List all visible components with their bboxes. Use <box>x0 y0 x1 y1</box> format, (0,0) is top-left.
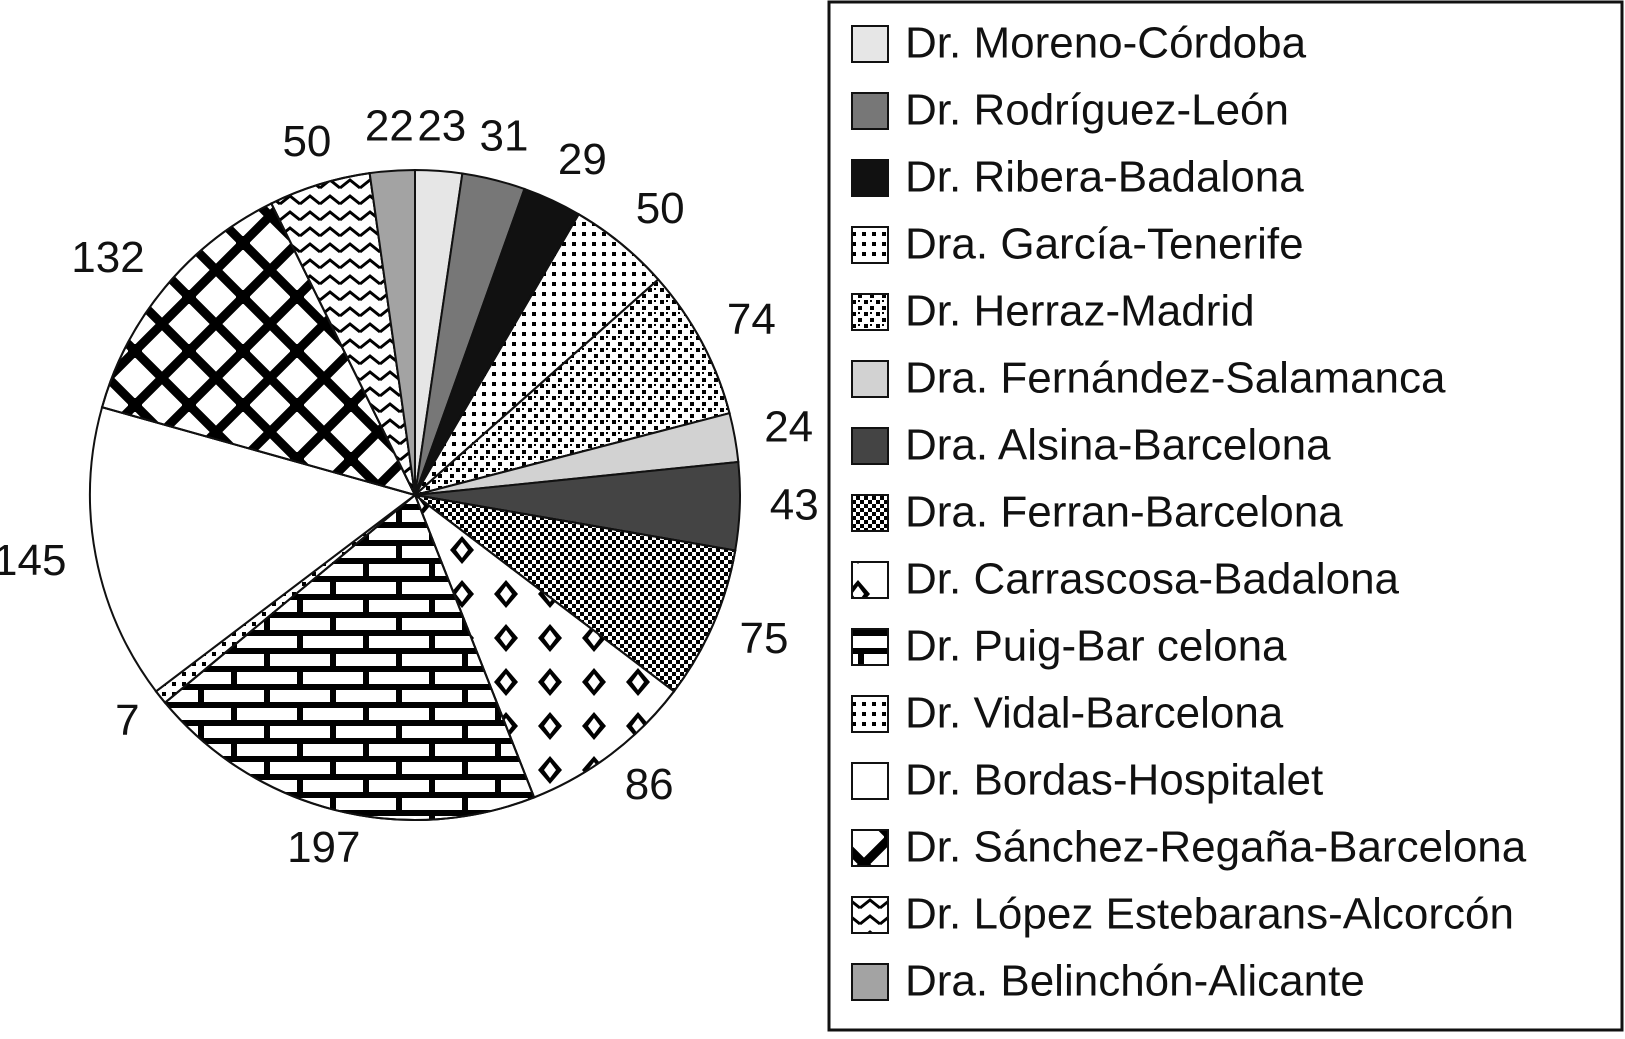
legend-swatch <box>851 762 889 800</box>
legend-swatch-pattern <box>851 695 889 733</box>
value-label: 145 <box>0 536 66 585</box>
legend-label: Dr. Puig-Bar celona <box>905 622 1287 671</box>
value-label: 23 <box>417 102 466 151</box>
legend-swatch-pattern <box>851 293 889 331</box>
legend-swatch-pattern <box>851 896 889 934</box>
value-label: 31 <box>479 112 528 161</box>
legend-label: Dr. Bordas-Hospitalet <box>905 756 1323 805</box>
legend-swatch <box>851 963 889 1001</box>
value-label: 74 <box>727 295 776 344</box>
legend-swatch <box>851 427 889 465</box>
legend-swatch-pattern <box>851 226 889 264</box>
legend: Dr. Moreno-Córdoba Dr. Rodríguez-León Dr. … <box>851 19 1527 1006</box>
legend-box <box>827 0 1624 1032</box>
pie: 23 31 29 50 74 24 43 75 86 197 7 145 132 50 22 <box>0 102 819 873</box>
value-label: 50 <box>282 117 331 166</box>
legend-swatch-pattern <box>851 561 889 599</box>
legend-label: Dra. Belinchón-Alicante <box>905 957 1365 1006</box>
value-label: 132 <box>71 233 144 282</box>
value-label: 24 <box>764 403 813 452</box>
slice-pattern <box>163 493 536 821</box>
legend-label: Dr. López Estebarans-Alcorcón <box>905 890 1514 939</box>
legend-swatch <box>851 92 889 130</box>
slice <box>368 168 416 496</box>
value-label: 22 <box>365 102 414 151</box>
slice-pattern <box>414 278 731 496</box>
slice-pattern <box>412 492 676 799</box>
legend-swatch <box>851 159 889 197</box>
legend-label: Dr. Ribera-Badalona <box>905 153 1304 202</box>
legend-label: Dra. García-Tenerife <box>905 220 1304 269</box>
legend-label: Dra. Ferran-Barcelona <box>905 488 1343 537</box>
slice-pattern <box>100 202 417 497</box>
legend-swatch-pattern <box>851 628 889 666</box>
legend-label: Dra. Fernández-Salamanca <box>905 354 1446 403</box>
value-label: 29 <box>558 135 607 184</box>
value-label: 197 <box>287 823 360 872</box>
value-label: 50 <box>636 184 685 233</box>
value-label: 43 <box>770 480 819 529</box>
legend-label: Dr. Sánchez-Regaña-Barcelona <box>905 823 1527 872</box>
legend-swatch-pattern <box>851 829 889 867</box>
slice <box>89 405 418 693</box>
value-label: 7 <box>115 696 139 745</box>
legend-label: Dr. Vidal-Barcelona <box>905 689 1284 738</box>
legend-swatch-pattern <box>851 494 889 532</box>
legend-swatch <box>851 360 889 398</box>
slice-pattern <box>414 494 737 693</box>
value-label: 75 <box>740 614 789 663</box>
legend-label: Dr. Rodríguez-León <box>905 86 1289 135</box>
legend-label: Dr. Carrascosa-Badalona <box>905 555 1400 604</box>
legend-label: Dra. Alsina-Barcelona <box>905 421 1331 470</box>
value-label: 86 <box>625 760 674 809</box>
legend-label: Dr. Moreno-Córdoba <box>905 19 1307 68</box>
legend-swatch <box>851 25 889 63</box>
legend-label: Dr. Herraz-Madrid <box>905 287 1255 336</box>
